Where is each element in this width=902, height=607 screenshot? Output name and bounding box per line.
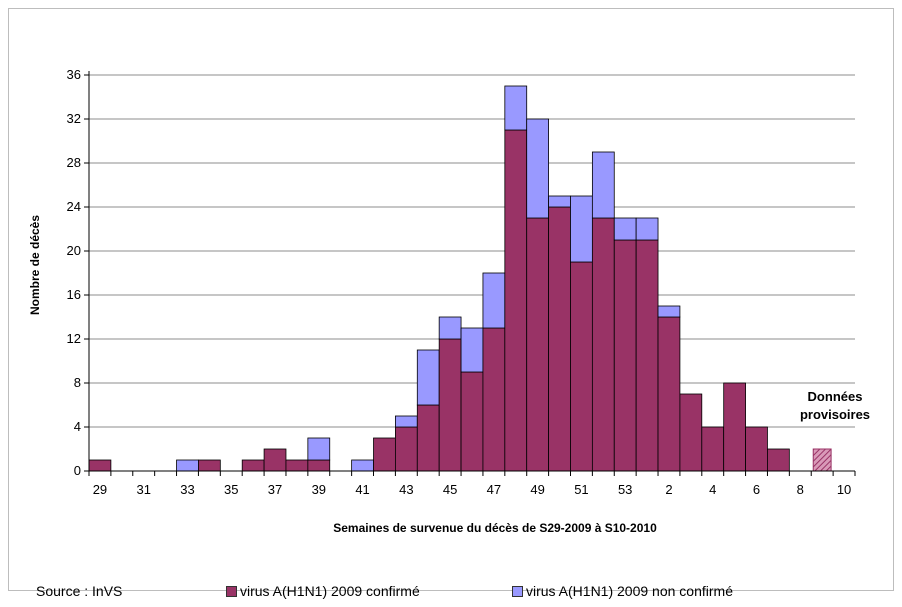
bar-unconfirmed-s39 bbox=[307, 437, 331, 461]
x-tick-label-29: 29 bbox=[93, 482, 107, 497]
x-tick-label-8: 8 bbox=[797, 482, 804, 497]
bars bbox=[88, 85, 832, 472]
x-tick-label-10: 10 bbox=[837, 482, 851, 497]
x-tick-label-51: 51 bbox=[574, 482, 588, 497]
bar-confirmed-s44 bbox=[416, 404, 440, 472]
x-tick-label-31: 31 bbox=[136, 482, 150, 497]
bar-confirmed-s7 bbox=[767, 448, 790, 472]
bar-confirmed-s42 bbox=[373, 437, 396, 472]
x-tick-label-35: 35 bbox=[224, 482, 238, 497]
bar-confirmed-s39 bbox=[307, 459, 331, 472]
bar-confirmed-s3 bbox=[679, 393, 703, 472]
bar-confirmed-s5 bbox=[723, 382, 746, 472]
legend-swatch-unconfirmed bbox=[512, 585, 523, 597]
y-tick-label-28: 28 bbox=[67, 155, 81, 170]
bar-unconfirmed-s44 bbox=[416, 349, 440, 406]
bar-confirmed-s47 bbox=[482, 327, 506, 472]
x-tick-label-47: 47 bbox=[487, 482, 501, 497]
x-tick-label-43: 43 bbox=[399, 482, 413, 497]
legend-label-unconfirmed: virus A(H1N1) 2009 non confirmé bbox=[526, 583, 733, 599]
legend-label-confirmed: virus A(H1N1) 2009 confirmé bbox=[240, 583, 420, 599]
chart-footer: Source : InVS virus A(H1N1) 2009 confirm… bbox=[36, 583, 896, 603]
bar-unconfirmed-s52 bbox=[591, 151, 615, 219]
bar-provisional-s9 bbox=[812, 448, 832, 472]
legend-swatch-confirmed bbox=[226, 585, 237, 597]
provisional-annotation-line1: Données bbox=[808, 389, 863, 404]
bar-confirmed-s29 bbox=[88, 459, 112, 472]
chart-frame: 0 4 8 12 16 20 24 28 32 36 29 31 33 35 37 39 41 43 45 47 49 5… bbox=[8, 8, 894, 591]
bar-unconfirmed-s1 bbox=[635, 217, 659, 241]
legend-item-unconfirmed: virus A(H1N1) 2009 non confirmé bbox=[512, 583, 733, 599]
y-tick-label-32: 32 bbox=[67, 111, 81, 126]
bar-unconfirmed-s45 bbox=[438, 316, 462, 340]
x-tick-label-53: 53 bbox=[618, 482, 632, 497]
bar-unconfirmed-s48 bbox=[504, 85, 528, 131]
source-note: Source : InVS bbox=[36, 583, 123, 599]
bar-unconfirmed-s46 bbox=[460, 327, 484, 373]
y-tick-label-0: 0 bbox=[74, 463, 81, 478]
legend-item-confirmed: virus A(H1N1) 2009 confirmé bbox=[226, 583, 420, 599]
bar-confirmed-s6 bbox=[745, 426, 768, 472]
bar-confirmed-s51 bbox=[570, 261, 593, 472]
y-tick-label-16: 16 bbox=[67, 287, 81, 302]
bar-unconfirmed-s33 bbox=[176, 459, 199, 472]
bar-confirmed-s50 bbox=[548, 206, 571, 472]
x-tick-label-39: 39 bbox=[312, 482, 326, 497]
x-tick-label-41: 41 bbox=[355, 482, 369, 497]
bar-confirmed-s43 bbox=[394, 426, 418, 472]
bar-confirmed-s2 bbox=[657, 316, 681, 472]
x-tick-label-6: 6 bbox=[753, 482, 760, 497]
bar-confirmed-s37 bbox=[263, 448, 287, 472]
bar-unconfirmed-s50 bbox=[548, 195, 571, 208]
y-tick-label-24: 24 bbox=[67, 199, 81, 214]
y-tick-label-12: 12 bbox=[67, 331, 81, 346]
x-tick-label-45: 45 bbox=[443, 482, 457, 497]
x-tick-label-2: 2 bbox=[665, 482, 672, 497]
bar-unconfirmed-s43 bbox=[394, 415, 418, 428]
x-tick-label-37: 37 bbox=[268, 482, 282, 497]
bar-confirmed-s4 bbox=[701, 426, 725, 472]
bar-confirmed-s46 bbox=[460, 371, 484, 472]
x-tick-label-33: 33 bbox=[180, 482, 194, 497]
bar-confirmed-s1 bbox=[635, 239, 659, 472]
bar-confirmed-s45 bbox=[438, 338, 462, 472]
bar-unconfirmed-s2 bbox=[657, 305, 681, 318]
bar-confirmed-s49 bbox=[526, 217, 550, 472]
y-axis-title: Nombre de décès bbox=[28, 215, 42, 315]
x-axis-title: Semaines de survenue du décès de S29-200… bbox=[333, 521, 657, 535]
bar-unconfirmed-s47 bbox=[482, 272, 506, 329]
provisional-annotation-line2: provisoires bbox=[800, 407, 870, 422]
x-tick-label-49: 49 bbox=[530, 482, 544, 497]
bar-unconfirmed-s49 bbox=[526, 118, 550, 219]
bar-confirmed-s36 bbox=[241, 459, 265, 472]
bar-confirmed-s52 bbox=[591, 217, 615, 472]
gridlines bbox=[89, 74, 855, 428]
bar-confirmed-s48 bbox=[504, 129, 528, 472]
bar-unconfirmed-s53 bbox=[613, 217, 637, 241]
y-tick-label-8: 8 bbox=[74, 375, 81, 390]
x-tick-label-4: 4 bbox=[709, 482, 716, 497]
y-tick-label-4: 4 bbox=[74, 419, 81, 434]
bar-confirmed-s38 bbox=[285, 459, 309, 472]
bar-unconfirmed-s51 bbox=[570, 195, 593, 263]
bar-confirmed-s53 bbox=[613, 239, 637, 472]
y-tick-label-36: 36 bbox=[67, 67, 81, 82]
bar-confirmed-s34 bbox=[198, 459, 221, 472]
y-tick-label-20: 20 bbox=[67, 243, 81, 258]
axes bbox=[84, 71, 856, 476]
bar-unconfirmed-s41 bbox=[351, 459, 374, 472]
